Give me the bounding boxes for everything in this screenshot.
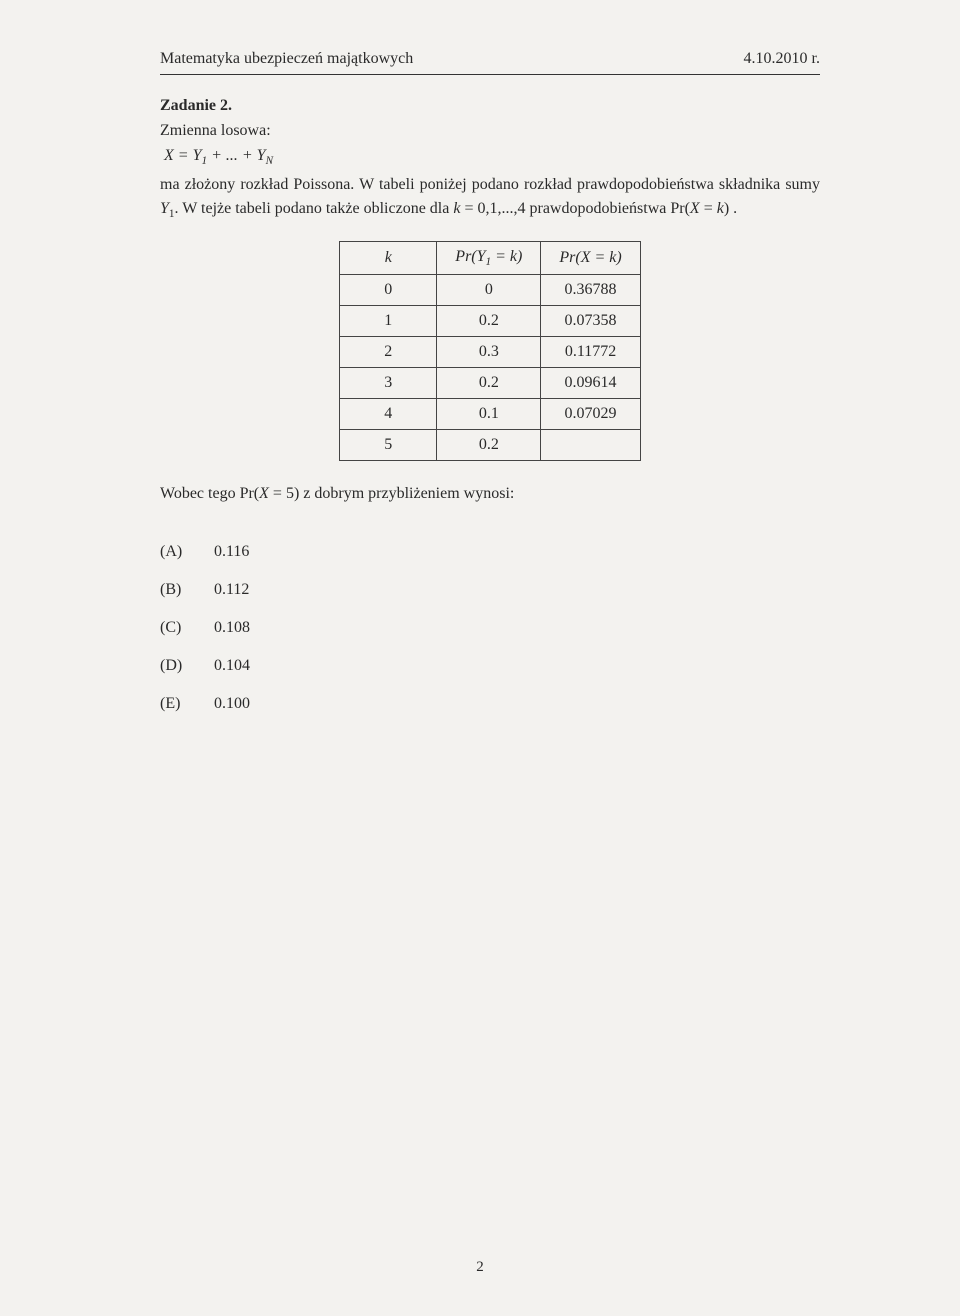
- header-left: Matematyka ubezpieczeń majątkowych: [160, 50, 413, 68]
- col-prx: Pr(X = k): [541, 242, 640, 275]
- answer-value: 0.116: [214, 543, 249, 561]
- probability-table: k Pr(Y1 = k) Pr(X = k) 000.36788 10.20.0…: [339, 241, 640, 461]
- answer-option: (D) 0.104: [160, 657, 820, 675]
- answer-option: (C) 0.108: [160, 619, 820, 637]
- answer-value: 0.108: [214, 619, 250, 637]
- answer-label: (A): [160, 543, 188, 561]
- table-row: 10.20.07358: [340, 306, 640, 337]
- answer-label: (C): [160, 619, 188, 637]
- header-divider: [160, 74, 820, 75]
- header-right: 4.10.2010 r.: [744, 50, 820, 68]
- table-row: 40.10.07029: [340, 399, 640, 430]
- table-row: 000.36788: [340, 275, 640, 306]
- answer-label: (E): [160, 695, 188, 713]
- task-title: Zadanie 2.: [160, 97, 820, 115]
- answer-option: (A) 0.116: [160, 543, 820, 561]
- table-row: 30.20.09614: [340, 368, 640, 399]
- task-line-1: Zmienna losowa:: [160, 119, 820, 143]
- table-header-row: k Pr(Y1 = k) Pr(X = k): [340, 242, 640, 275]
- answer-option: (B) 0.112: [160, 581, 820, 599]
- answer-list: (A) 0.116 (B) 0.112 (C) 0.108 (D) 0.104 …: [160, 543, 820, 713]
- col-k: k: [340, 242, 437, 275]
- page-number: 2: [476, 1259, 484, 1276]
- question-post: z dobrym przybliżeniem wynosi:: [299, 485, 514, 502]
- page-header: Matematyka ubezpieczeń majątkowych 4.10.…: [160, 50, 820, 68]
- question-pre: Wobec tego: [160, 485, 240, 502]
- table-row: 50.2: [340, 430, 640, 461]
- table-row: 20.30.11772: [340, 337, 640, 368]
- answer-value: 0.104: [214, 657, 250, 675]
- answer-value: 0.100: [214, 695, 250, 713]
- answer-label: (D): [160, 657, 188, 675]
- answer-value: 0.112: [214, 581, 249, 599]
- col-pry: Pr(Y1 = k): [437, 242, 541, 275]
- task-paragraph: ma złożony rozkład Poissona. W tabeli po…: [160, 173, 820, 223]
- answer-label: (B): [160, 581, 188, 599]
- answer-option: (E) 0.100: [160, 695, 820, 713]
- task-para-b: . W tejże tabeli podano także obliczone …: [175, 200, 454, 217]
- task-para-a: ma złożony rozkład Poissona. W tabeli po…: [160, 176, 820, 193]
- question-text: Wobec tego Pr(X = 5) z dobrym przybliżen…: [160, 485, 820, 503]
- task-formula: X = Y1 + ... + YN: [164, 147, 820, 167]
- page-container: Matematyka ubezpieczeń majątkowych 4.10.…: [0, 0, 960, 1316]
- task-para-c: prawdopodobieństwa: [526, 200, 671, 217]
